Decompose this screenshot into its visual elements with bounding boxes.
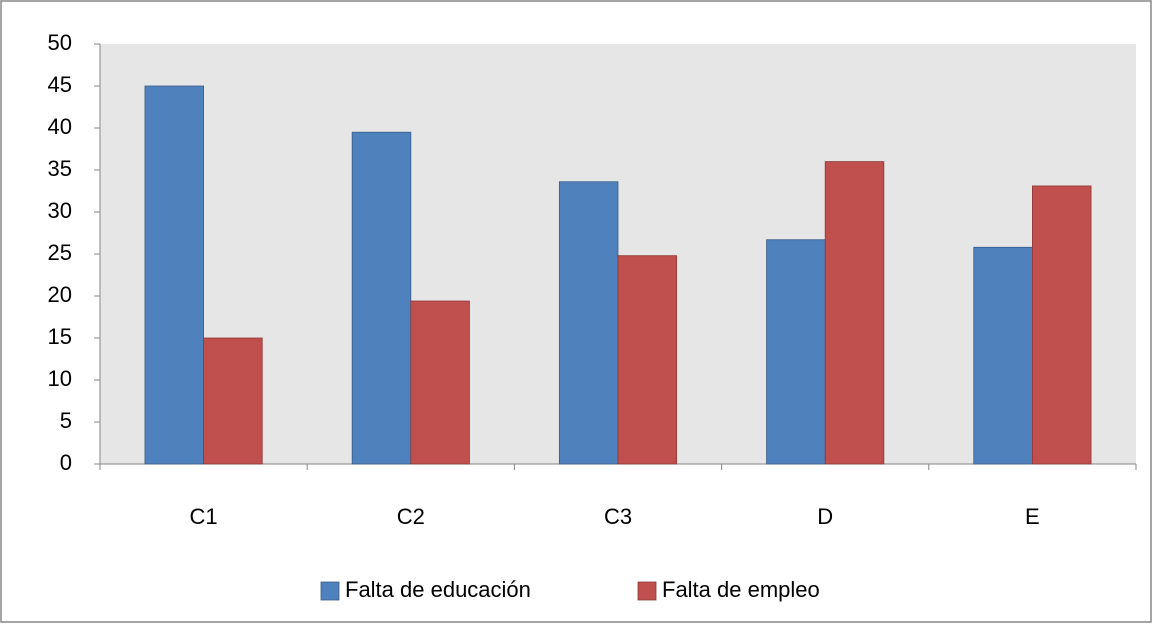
bar [617,255,678,465]
x-tick-label: C3 [604,504,632,529]
bar [203,337,263,465]
legend-swatch [320,581,340,601]
bar [973,246,1033,465]
y-tick-label: 25 [48,240,72,265]
y-tick-label: 20 [48,282,72,307]
legend-swatch [637,581,657,601]
y-tick-label: 10 [48,366,72,391]
bar [351,131,412,465]
bar [144,85,205,465]
y-tick-label: 30 [48,198,72,223]
x-tick-label: C2 [397,504,425,529]
bar [1032,185,1092,465]
y-tick-label: 35 [48,156,72,181]
y-tick-label: 50 [48,30,72,55]
y-tick-label: 45 [48,72,72,97]
bar [558,181,619,465]
x-tick-label: E [1025,504,1040,529]
bar [410,300,470,465]
legend-label: Falta de empleo [662,577,820,602]
x-tick-label: D [817,504,833,529]
y-tick-label: 40 [48,114,72,139]
bar [766,239,826,465]
y-tick-label: 5 [60,408,72,433]
bar [824,161,885,465]
legend-label: Falta de educación [345,577,531,602]
y-tick-label: 0 [60,450,72,475]
x-tick-label: C1 [190,504,218,529]
y-tick-label: 15 [48,324,72,349]
